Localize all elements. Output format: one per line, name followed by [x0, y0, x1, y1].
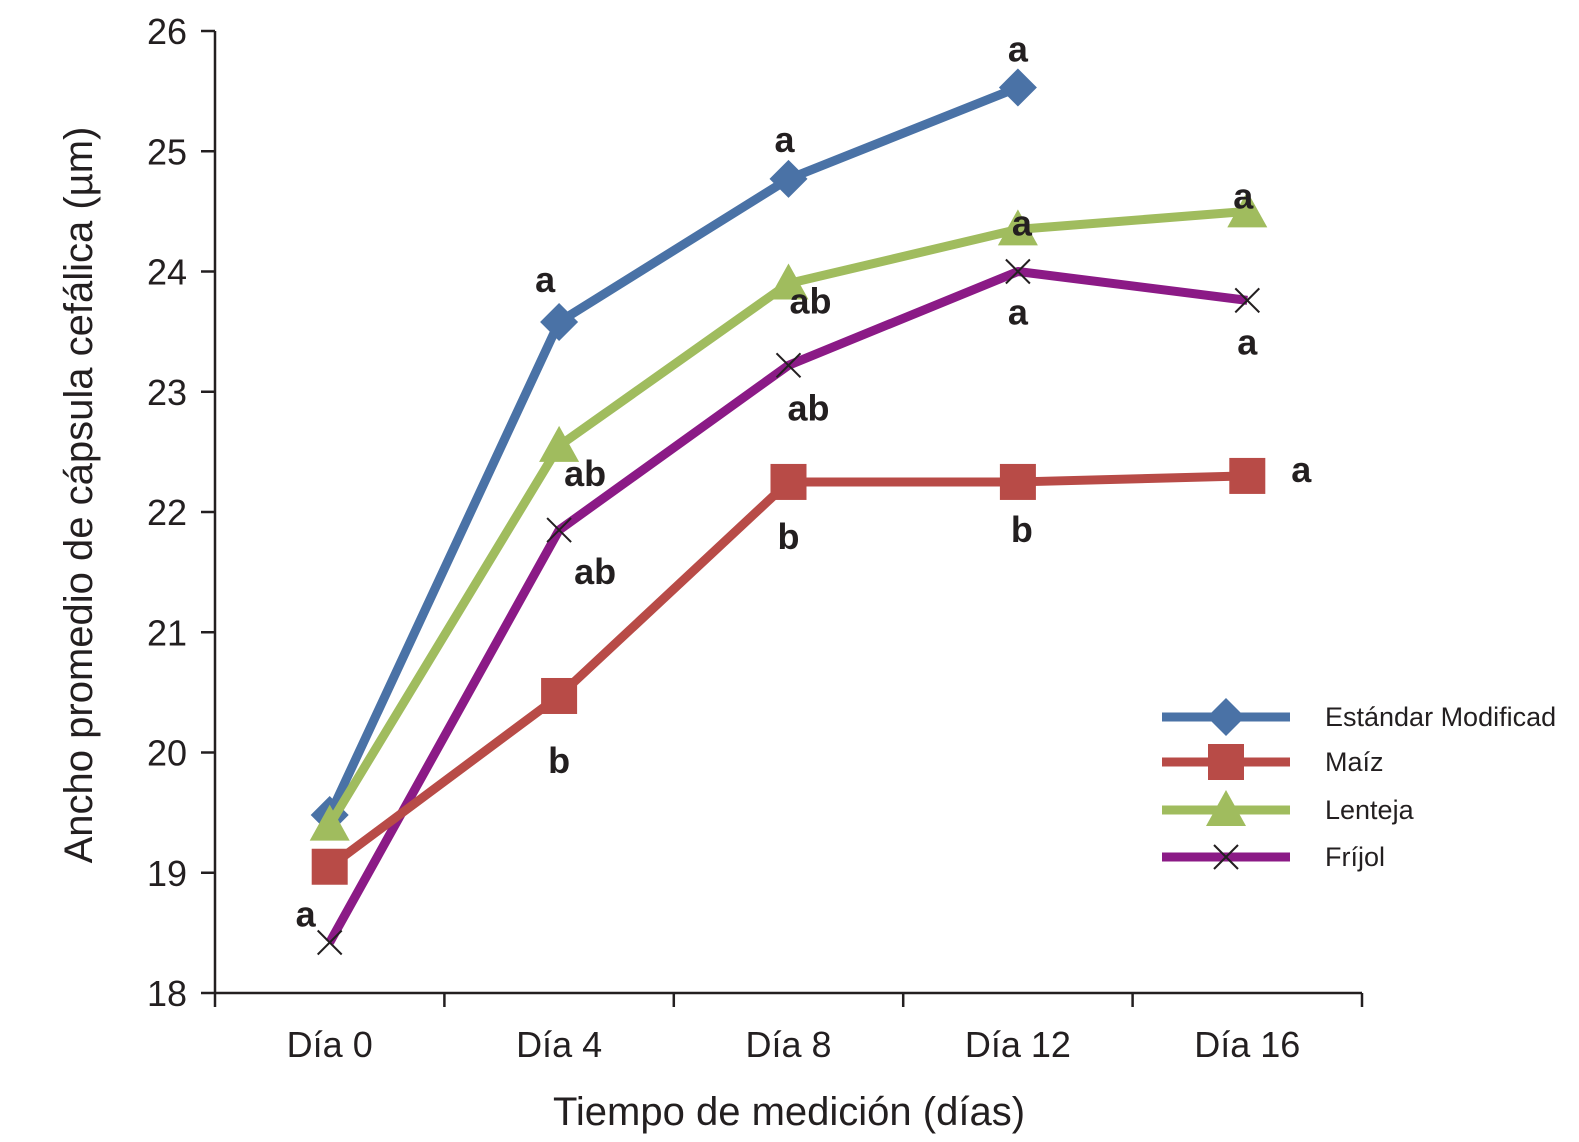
x-tick-label: Día 4 — [516, 1024, 602, 1065]
data-point — [1005, 258, 1031, 285]
y-tick-label: 21 — [147, 612, 187, 653]
significance-label: ab — [789, 281, 831, 322]
series-layer — [309, 68, 1268, 956]
data-point — [770, 463, 807, 500]
axes: 18 19 20 21 22 23 24 25 26 Día 0 Día 4 Día 8 Día 12 D… — [147, 11, 1364, 1065]
legend-item: Fríjol — [1162, 842, 1385, 872]
data-point — [539, 425, 580, 462]
data-point — [1234, 287, 1261, 314]
data-point — [546, 517, 572, 543]
y-tick-label: 25 — [147, 131, 187, 172]
legend-label: Estándar Modificad — [1325, 702, 1556, 732]
legend-marker — [1206, 790, 1246, 826]
legend-marker — [1213, 844, 1239, 870]
significance-label: a — [1008, 292, 1029, 333]
series-1 — [311, 457, 1266, 885]
data-point — [999, 463, 1036, 500]
y-tick-label: 22 — [147, 492, 187, 533]
x-tick-label: Día 0 — [287, 1024, 373, 1065]
significance-label: b — [548, 740, 570, 781]
legend: Estándar Modificad Maíz Lenteja Fríjol — [1162, 698, 1556, 872]
significance-label: a — [1291, 449, 1312, 490]
data-point — [775, 352, 802, 379]
series-2 — [309, 191, 1268, 841]
y-tick-label: 19 — [147, 853, 187, 894]
data-point — [540, 303, 579, 342]
data-point — [768, 263, 809, 300]
significance-label: b — [1011, 509, 1033, 550]
data-point — [1229, 457, 1266, 494]
y-tick-label: 26 — [147, 11, 187, 52]
data-point — [541, 677, 578, 714]
data-point — [997, 209, 1038, 246]
data-point — [998, 68, 1037, 107]
y-tick-label: 18 — [147, 973, 187, 1014]
legend-item: Maíz — [1162, 744, 1384, 780]
legend-label: Lenteja — [1325, 795, 1415, 825]
x-tick-label: Día 12 — [965, 1024, 1071, 1065]
significance-label: ab — [787, 387, 829, 428]
data-point — [311, 848, 348, 885]
legend-label: Maíz — [1325, 747, 1384, 777]
data-point — [769, 159, 808, 198]
significance-label: b — [778, 516, 800, 557]
y-tick-label: 24 — [147, 252, 187, 293]
significance-label: a — [1237, 321, 1258, 362]
legend-item: Lenteja — [1162, 790, 1415, 826]
significance-label: ab — [574, 551, 616, 592]
y-axis-title: Ancho promedio de cápsula cefálica (µm) — [57, 127, 101, 864]
x-tick-label: Día 8 — [745, 1024, 831, 1065]
legend-marker — [1208, 744, 1244, 780]
x-tick-label: Día 16 — [1194, 1024, 1300, 1065]
data-point — [1227, 191, 1268, 228]
data-point — [309, 804, 350, 841]
x-axis-title: Tiempo de medición (días) — [553, 1090, 1025, 1134]
legend-marker — [1207, 698, 1245, 736]
significance-label: ab — [564, 453, 606, 494]
y-tick-label: 20 — [147, 733, 187, 774]
series-line — [325, 83, 1020, 817]
significance-label: a — [1008, 29, 1029, 70]
legend-item: Estándar Modificad — [1162, 698, 1556, 736]
significance-label: a — [1233, 175, 1254, 216]
y-tick-label: 23 — [147, 372, 187, 413]
data-point — [316, 929, 343, 956]
significance-label: a — [1012, 202, 1033, 243]
significance-label: a — [774, 119, 795, 160]
series-line — [325, 267, 1248, 945]
series-3 — [316, 258, 1261, 956]
significance-label: a — [296, 893, 317, 934]
significance-label: a — [535, 259, 556, 300]
legend-label: Fríjol — [1325, 842, 1385, 872]
